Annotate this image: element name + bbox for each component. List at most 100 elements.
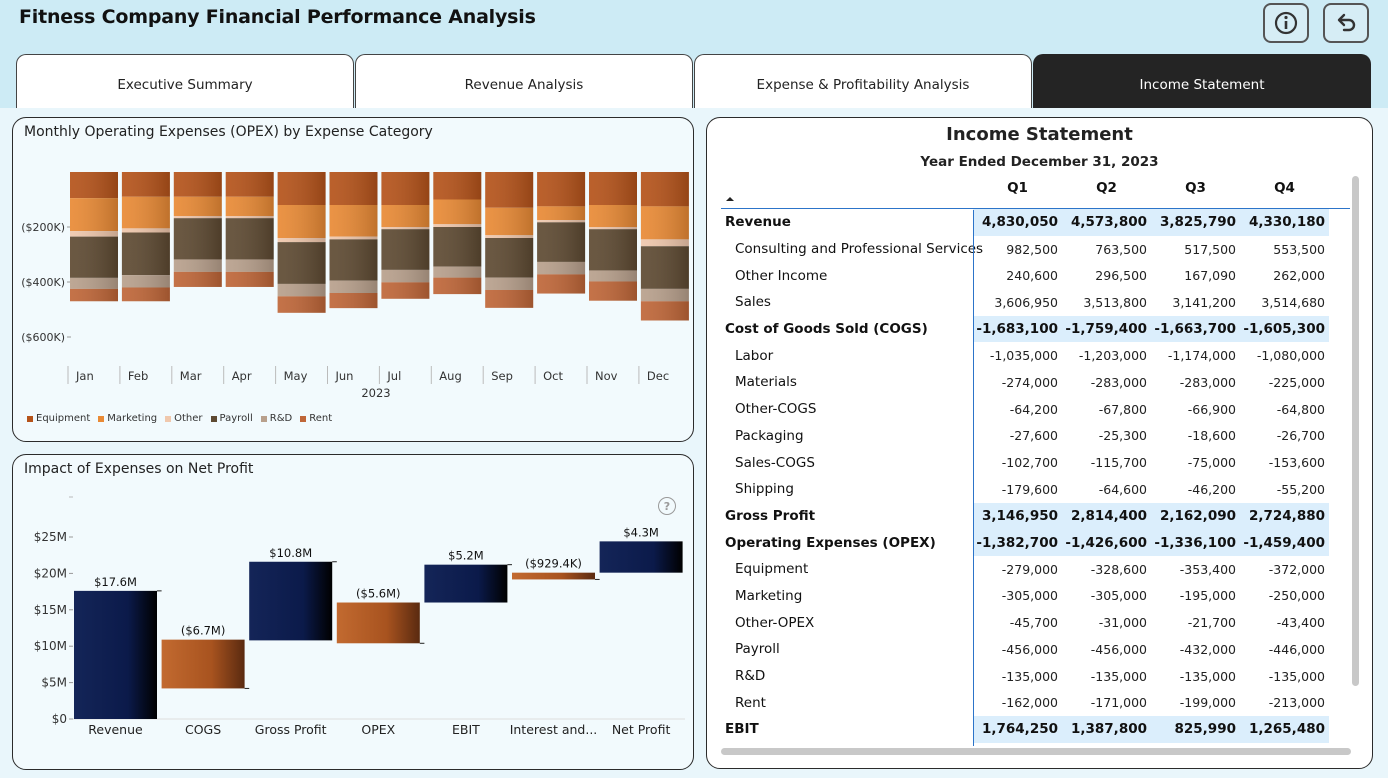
table-cell: -135,000 bbox=[1090, 668, 1147, 684]
bar-shading bbox=[485, 172, 534, 308]
table-row[interactable]: Equipment -279,000 -328,600 -353,400 -372,00… bbox=[721, 556, 1350, 583]
table-cell: -64,800 bbox=[1276, 401, 1325, 417]
column-header-q1[interactable]: Q1 bbox=[1007, 180, 1028, 196]
question-mark-icon[interactable]: ? bbox=[658, 497, 676, 515]
table-cell: -274,000 bbox=[1001, 374, 1058, 390]
bar-shading bbox=[173, 172, 222, 287]
section-row[interactable]: Gross Profit 3,146,950 2,814,400 2,162,090 2… bbox=[721, 502, 1350, 530]
table-cell: -1,663,700 bbox=[1151, 315, 1240, 343]
x-tick-label: Net Profit bbox=[612, 722, 671, 737]
table-cell: -162,000 bbox=[1001, 695, 1058, 711]
info-button[interactable] bbox=[1263, 3, 1309, 43]
table-row[interactable]: Payroll -456,000 -456,000 -432,000 -446,000 bbox=[721, 636, 1350, 663]
legend-label: Rent bbox=[309, 413, 333, 424]
waterfall-bar-cogs bbox=[161, 639, 245, 689]
table-cell: -45,700 bbox=[1009, 615, 1058, 631]
y-tick-label: $10M bbox=[34, 639, 67, 653]
table-cell: -372,000 bbox=[1268, 561, 1325, 577]
sort-up-icon[interactable] bbox=[721, 172, 973, 210]
table-row[interactable]: Other Income 240,600 296,500 167,090 262,000 bbox=[721, 262, 1350, 289]
table-cell: -135,000 bbox=[1179, 668, 1236, 684]
data-label: ($929.4K) bbox=[525, 557, 582, 571]
table-row[interactable]: Shipping -179,600 -64,600 -46,200 -55,200 bbox=[721, 476, 1350, 503]
back-button[interactable] bbox=[1323, 3, 1369, 43]
vertical-scrollbar[interactable] bbox=[1352, 176, 1359, 686]
table-cell: 240,600 bbox=[1006, 268, 1058, 284]
table-row[interactable]: R&D -135,000 -135,000 -135,000 -135,000 bbox=[721, 663, 1350, 690]
legend-item-payroll[interactable]: Payroll bbox=[210, 413, 253, 424]
column-header-q3[interactable]: Q3 bbox=[1185, 180, 1206, 196]
row-label: Sales bbox=[735, 294, 771, 311]
table-cell: 3,513,800 bbox=[1083, 294, 1147, 310]
waterfall-chart-title: Impact of Expenses on Net Profit bbox=[24, 461, 254, 477]
y-tick-label: ($600K) bbox=[21, 331, 65, 344]
section-row[interactable]: EBIT 1,764,250 1,387,800 825,990 1,265,480 bbox=[721, 716, 1350, 743]
table-row[interactable]: Labor -1,035,000 -1,203,000 -1,174,000 -1,08… bbox=[721, 342, 1350, 369]
table-cell: 167,090 bbox=[1184, 268, 1236, 284]
table-row[interactable]: Marketing -305,000 -305,000 -195,000 -250,00… bbox=[721, 583, 1350, 610]
opex-chart-panel: Monthly Operating Expenses (OPEX) by Exp… bbox=[12, 117, 694, 442]
legend-item-other[interactable]: Other bbox=[165, 413, 203, 424]
table-cell: -135,000 bbox=[1001, 668, 1058, 684]
data-label: $10.8M bbox=[269, 546, 312, 560]
app-title: Fitness Company Financial Performance An… bbox=[19, 6, 536, 28]
data-label: $5.2M bbox=[448, 549, 484, 563]
row-label: EBIT bbox=[725, 721, 759, 738]
table-cell: -456,000 bbox=[1001, 641, 1058, 657]
row-label: Other-OPEX bbox=[735, 614, 815, 631]
table-row[interactable]: Sales-COGS -102,700 -115,700 -75,000 -153,60… bbox=[721, 449, 1350, 476]
opex-legend: Equipment Marketing Other Payroll R&D Rent bbox=[27, 413, 332, 424]
legend-swatch bbox=[98, 415, 105, 422]
y-tick-label: ($400K) bbox=[21, 276, 65, 289]
table-cell: -31,000 bbox=[1098, 615, 1147, 631]
waterfall-chart-panel: Impact of Expenses on Net Profit ? $0 $5M… bbox=[12, 454, 694, 770]
section-row[interactable]: Operating Expenses (OPEX) -1,382,700 -1,42… bbox=[721, 529, 1350, 556]
tab-expense-profitability[interactable]: Expense & Profitability Analysis bbox=[694, 54, 1032, 108]
column-divider bbox=[973, 210, 974, 746]
section-row[interactable]: Revenue 4,830,050 4,573,800 3,825,790 4,330,… bbox=[721, 209, 1350, 236]
table-cell: -1,605,300 bbox=[1240, 315, 1329, 343]
column-header-q2[interactable]: Q2 bbox=[1096, 180, 1117, 196]
table-cell: -18,600 bbox=[1187, 428, 1236, 444]
table-row[interactable]: Rent -162,000 -171,000 -199,000 -213,000 bbox=[721, 689, 1350, 716]
waterfall-bar-net-profit bbox=[599, 541, 683, 573]
bar-shading bbox=[329, 172, 378, 309]
table-row[interactable]: Materials -274,000 -283,000 -283,000 -225,00… bbox=[721, 369, 1350, 396]
horizontal-scrollbar[interactable] bbox=[721, 748, 1351, 755]
table-row[interactable]: Packaging -27,600 -25,300 -18,600 -26,700 bbox=[721, 423, 1350, 450]
table-row[interactable]: Consulting and Professional Services 982,… bbox=[721, 236, 1350, 263]
x-tick-label: Aug bbox=[439, 369, 461, 383]
table-row[interactable]: Other-COGS -64,200 -67,800 -66,900 -64,800 bbox=[721, 396, 1350, 423]
income-statement-panel: Income Statement Year Ended December 31,… bbox=[706, 117, 1373, 769]
tab-executive-summary[interactable]: Executive Summary bbox=[16, 54, 354, 108]
table-cell: -25,300 bbox=[1098, 428, 1147, 444]
undo-arrow-icon bbox=[1337, 13, 1356, 32]
table-cell: -66,900 bbox=[1187, 401, 1236, 417]
table-cell: 296,500 bbox=[1095, 268, 1147, 284]
table-cell: -75,000 bbox=[1187, 455, 1236, 471]
row-label: R&D bbox=[735, 668, 766, 685]
row-label: Labor bbox=[735, 347, 774, 364]
opex-chart-title: Monthly Operating Expenses (OPEX) by Exp… bbox=[24, 124, 433, 140]
legend-item-equipment[interactable]: Equipment bbox=[27, 413, 90, 424]
row-label: Materials bbox=[735, 374, 797, 391]
tab-revenue-analysis[interactable]: Revenue Analysis bbox=[355, 54, 693, 108]
bar-shading bbox=[121, 172, 170, 302]
table-cell: 982,500 bbox=[1006, 241, 1058, 257]
table-cell: 2,814,400 bbox=[1062, 502, 1151, 530]
legend-item-rent[interactable]: Rent bbox=[300, 413, 332, 424]
section-row[interactable]: Cost of Goods Sold (COGS) -1,683,100 -1,75… bbox=[721, 315, 1350, 343]
legend-item-marketing[interactable]: Marketing bbox=[98, 413, 157, 424]
table-cell: -43,400 bbox=[1276, 615, 1325, 631]
legend-item-r-d[interactable]: R&D bbox=[260, 413, 292, 424]
x-tick-label: Jun bbox=[335, 369, 354, 383]
data-label: $4.3M bbox=[623, 525, 659, 539]
column-header-q4[interactable]: Q4 bbox=[1274, 180, 1295, 196]
table-row[interactable]: Other-OPEX -45,700 -31,000 -21,700 -43,400 bbox=[721, 609, 1350, 636]
tab-income-statement[interactable]: Income Statement bbox=[1033, 54, 1371, 108]
bar-shading bbox=[381, 172, 430, 299]
table-cell: -279,000 bbox=[1001, 561, 1058, 577]
table-row[interactable]: Sales 3,606,950 3,513,800 3,141,200 3,514,68… bbox=[721, 289, 1350, 316]
table-cell: 3,514,680 bbox=[1261, 294, 1325, 310]
table-cell: -1,174,000 bbox=[1167, 348, 1236, 364]
